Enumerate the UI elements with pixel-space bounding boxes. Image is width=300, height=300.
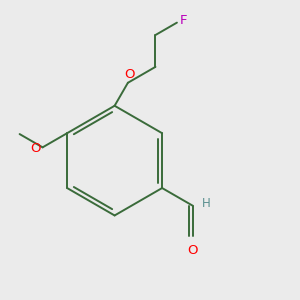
Text: O: O [30, 142, 41, 155]
Text: O: O [124, 68, 135, 81]
Text: H: H [202, 197, 210, 211]
Text: O: O [188, 244, 198, 256]
Text: F: F [180, 14, 187, 27]
